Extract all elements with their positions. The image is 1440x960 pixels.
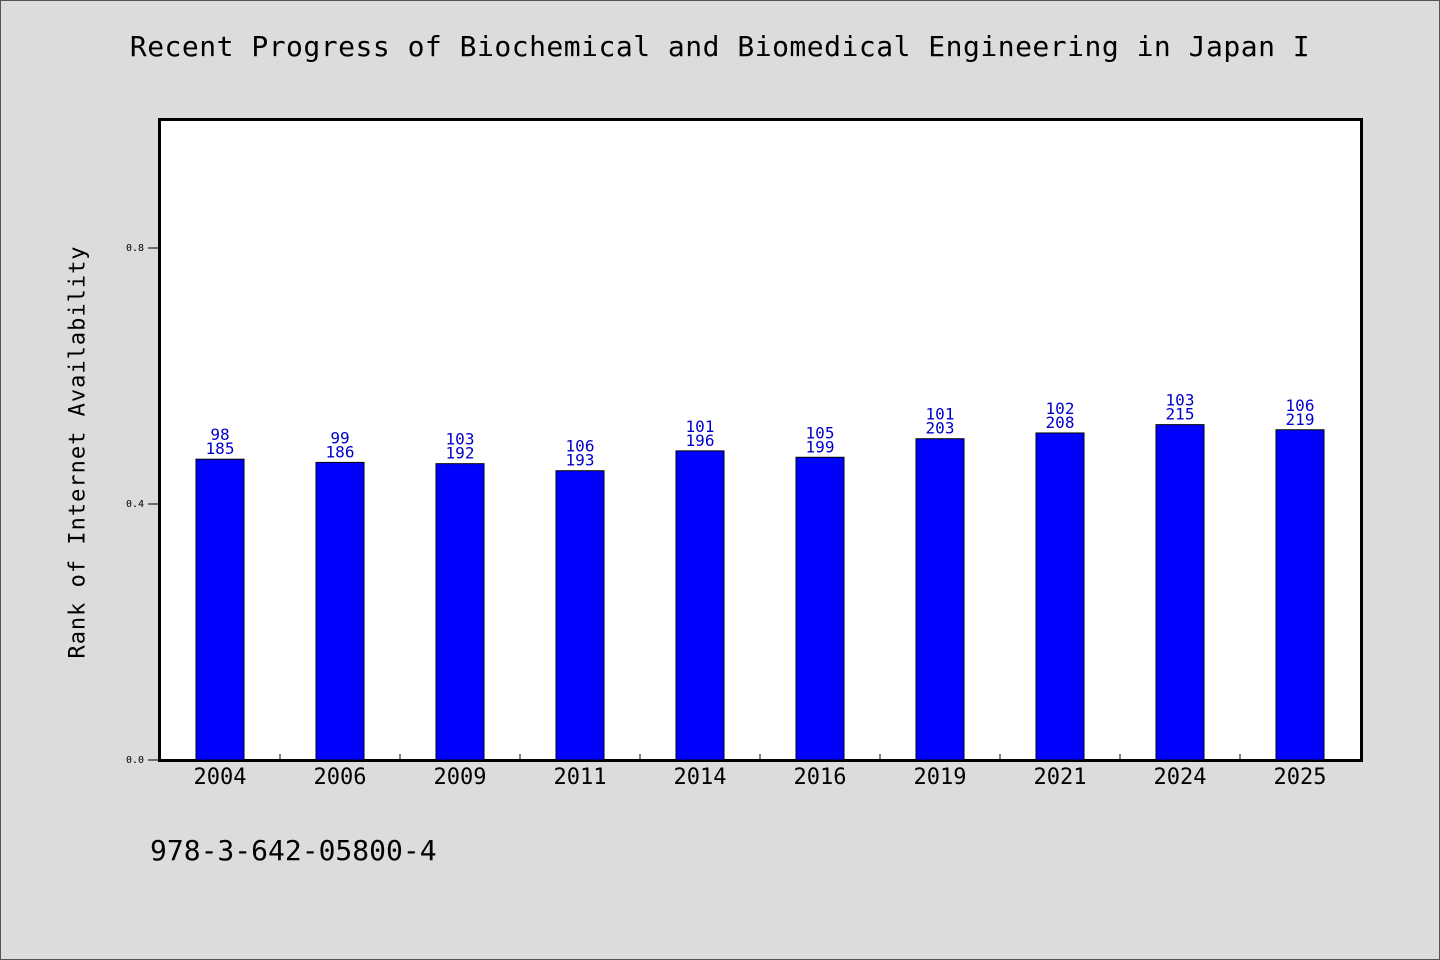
bar: [1275, 429, 1325, 761]
bar-label-bottom: 215: [1166, 405, 1195, 424]
bar-label-bottom: 203: [926, 419, 955, 438]
x-tick-label: 2024: [1154, 765, 1207, 790]
bar-label-top: 103: [1166, 391, 1195, 410]
x-tick-label: 2014: [674, 765, 727, 790]
bar-label-bottom: 199: [806, 437, 835, 456]
bar-label-top: 106: [1286, 396, 1315, 415]
x-tick-label: 2009: [434, 765, 487, 790]
bar-label-bottom: 208: [1046, 413, 1075, 432]
bar: [795, 456, 845, 761]
bar-label-bottom: 185: [206, 439, 235, 458]
x-tick-label: 2016: [794, 765, 847, 790]
bar-label-bottom: 192: [446, 444, 475, 463]
bar: [1155, 424, 1205, 761]
bar: [435, 463, 485, 761]
bar: [195, 458, 245, 761]
bar-label-top: 105: [806, 423, 835, 442]
bar-label-top: 102: [1046, 399, 1075, 418]
bar-label-top: 101: [686, 417, 715, 436]
bar-label-bottom: 193: [566, 451, 595, 470]
bar-label-bottom: 219: [1286, 410, 1315, 429]
bar: [555, 470, 605, 761]
x-tick-label: 2011: [554, 765, 607, 790]
bar: [675, 450, 725, 761]
bar: [1035, 432, 1085, 761]
bar: [915, 438, 965, 761]
chart-title: Recent Progress of Biochemical and Biome…: [129, 30, 1311, 63]
x-tick-label: 2006: [314, 765, 367, 790]
bar-label-bottom: 186: [326, 442, 355, 461]
bar-label-bottom: 196: [686, 431, 715, 450]
y-tick-label: 0.4: [126, 499, 144, 510]
x-tick-label: 2025: [1274, 765, 1327, 790]
y-tick-label: 0.8: [126, 243, 144, 254]
x-tick-label: 2004: [194, 765, 247, 790]
bar: [315, 461, 365, 761]
isbn-text: 978-3-642-05800-4: [150, 834, 437, 867]
y-tick-label: 0.0: [126, 755, 144, 766]
x-tick-label: 2021: [1034, 765, 1087, 790]
bar-label-top: 98: [210, 425, 229, 444]
ticks-layer: 2004 2006 2009 2011 2014 2016 2019 2021 2024 2025…: [126, 243, 1327, 790]
bar-label-top: 106: [566, 437, 595, 456]
bar-label-top: 99: [330, 428, 349, 447]
bar-label-top: 101: [926, 405, 955, 424]
x-tick-label: 2019: [914, 765, 967, 790]
bar-label-top: 103: [446, 430, 475, 449]
